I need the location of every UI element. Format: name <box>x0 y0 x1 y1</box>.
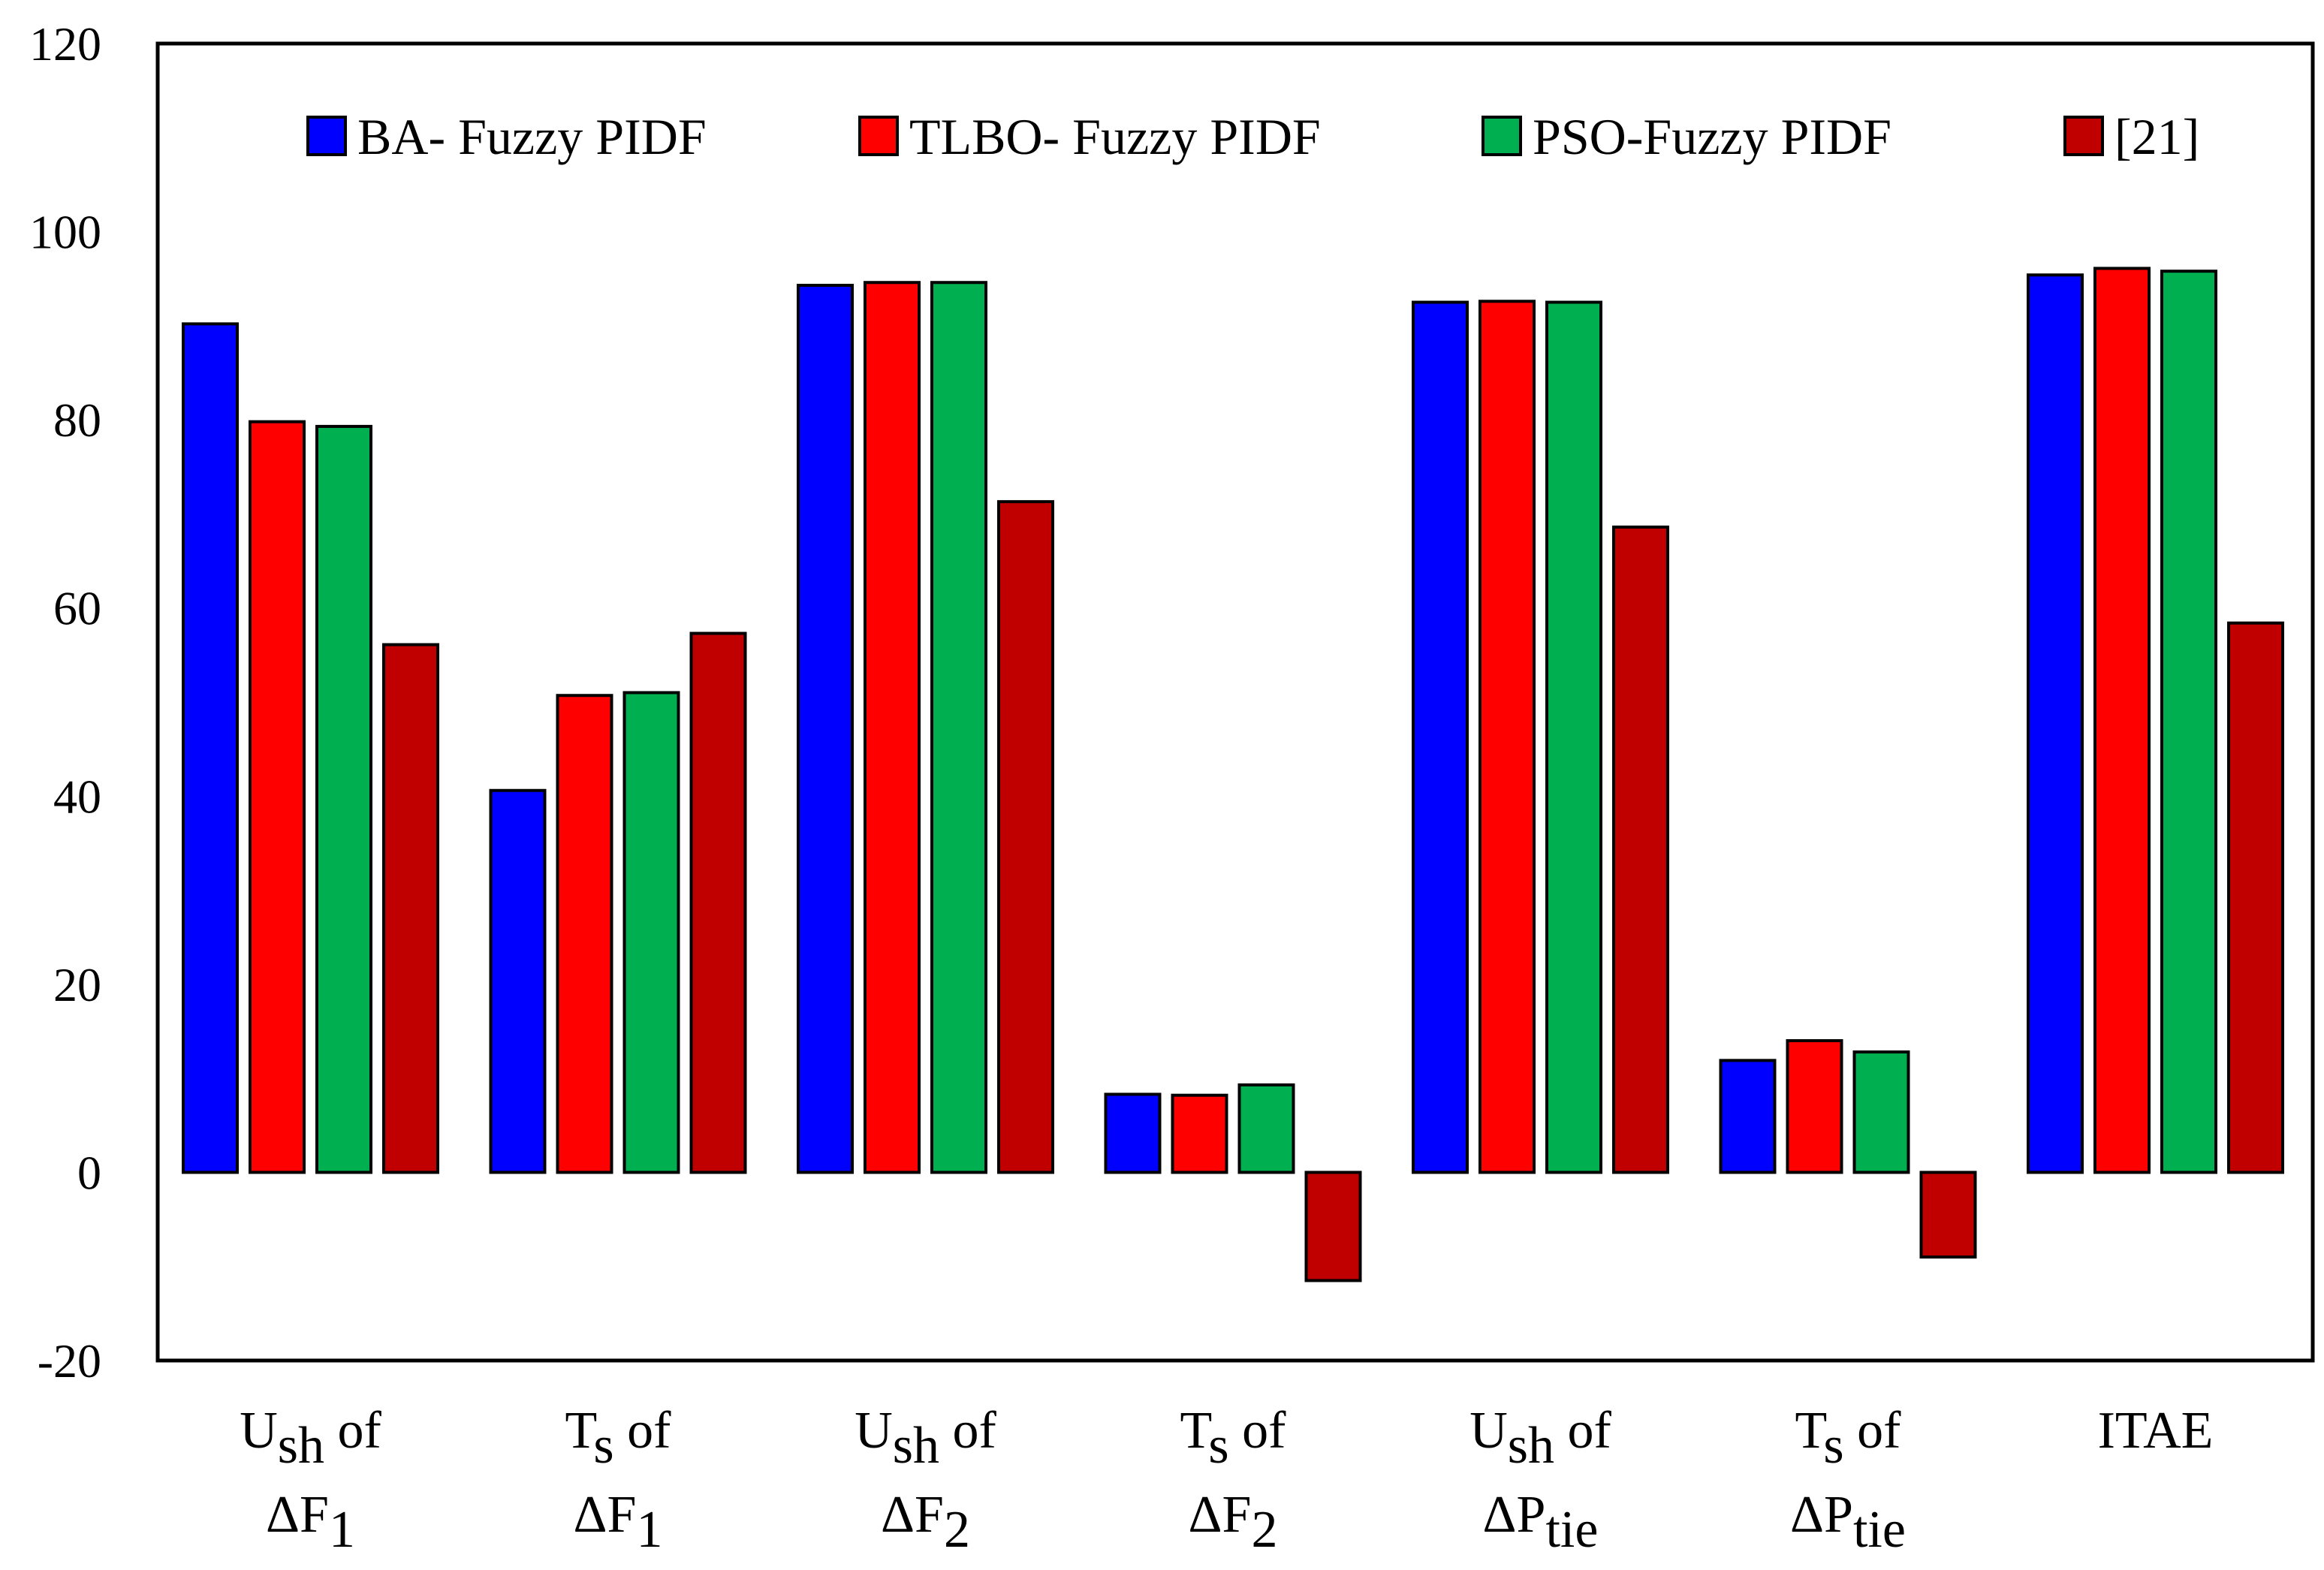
legend-swatch-series-4 <box>2063 116 2104 156</box>
bars <box>182 267 2284 1282</box>
legend: BA- Fuzzy PIDF TLBO- Fuzzy PIDF PSO-Fuzzy … <box>306 108 2199 165</box>
y-tick-label: 80 <box>53 393 101 447</box>
bar-ts-f1-series-2 <box>556 694 613 1174</box>
bar-ush-f1-series-3 <box>315 424 372 1174</box>
bar-ts-ptie-series-3 <box>1852 1050 1910 1174</box>
bar-ts-f1-series-3 <box>622 691 680 1174</box>
bar-ts-f1-series-1 <box>489 788 547 1174</box>
y-tick-label: 0 <box>77 1146 101 1199</box>
y-tick-label: -20 <box>38 1334 101 1388</box>
category-label-line: ΔF2 <box>881 1486 970 1559</box>
bar-ts-f2-series-1 <box>1104 1092 1162 1174</box>
category-label-line: Ush of <box>855 1402 996 1475</box>
category-label-line: Ush of <box>240 1402 381 1475</box>
category-label-line: ΔPtie <box>1790 1486 1906 1559</box>
legend-label-series-2: TLBO- Fuzzy PIDF <box>909 108 1321 165</box>
category-label-line: Ts of <box>1795 1402 1902 1475</box>
bar-ts-f2-series-3 <box>1237 1083 1295 1174</box>
category-labels: Ush of ΔF1 Ts of ΔF1 Ush of ΔF2 Ts of ΔF2 Ush of… <box>240 1402 2213 1559</box>
bar-ts-f2-series-4 <box>1304 1171 1362 1282</box>
bar-ts-ptie-series-4 <box>1919 1171 1977 1259</box>
bar-ush-ptie-series-2 <box>1478 300 1536 1174</box>
bar-ush-f2-series-2 <box>864 281 921 1174</box>
legend-label-series-3: PSO-Fuzzy PIDF <box>1533 108 1891 165</box>
bar-ush-ptie-series-4 <box>1612 525 1669 1174</box>
bar-itae-series-4 <box>2227 621 2284 1174</box>
y-axis-ticks: -20 0 20 40 60 80 100 120 <box>29 17 101 1388</box>
y-tick-label: 100 <box>29 206 101 259</box>
legend-label-series-1: BA- Fuzzy PIDF <box>357 108 707 165</box>
category-label-line: ΔF2 <box>1189 1486 1278 1559</box>
bar-ush-ptie-series-1 <box>1412 300 1469 1174</box>
bar-ush-f1-series-2 <box>249 420 306 1174</box>
legend-swatch-series-2 <box>858 116 899 156</box>
bar-itae-series-1 <box>2027 273 2084 1174</box>
bar-ts-ptie-series-1 <box>1719 1059 1777 1174</box>
bar-ush-f2-series-1 <box>797 283 854 1174</box>
y-tick-label: 120 <box>29 17 101 71</box>
category-label-line: ITAE <box>2098 1402 2214 1460</box>
category-label-line: Ts of <box>565 1402 672 1475</box>
category-label-line: Ush of <box>1469 1402 1611 1475</box>
bar-ush-f1-series-4 <box>382 643 439 1174</box>
bar-ts-f2-series-2 <box>1171 1093 1228 1174</box>
bar-ts-f1-series-4 <box>689 631 747 1174</box>
bar-itae-series-2 <box>2093 267 2151 1174</box>
bar-ush-f2-series-3 <box>930 281 987 1174</box>
category-label-line: Ts of <box>1180 1402 1287 1475</box>
y-tick-label: 20 <box>53 958 101 1011</box>
category-label-line: ΔF1 <box>574 1486 663 1559</box>
bar-ush-f1-series-1 <box>182 322 239 1174</box>
bar-ush-ptie-series-3 <box>1545 300 1602 1174</box>
y-tick-label: 60 <box>53 582 101 635</box>
y-tick-label: 40 <box>53 770 101 823</box>
bar-itae-series-3 <box>2160 270 2217 1174</box>
bar-ts-ptie-series-2 <box>1786 1039 1843 1174</box>
bar-ush-f2-series-4 <box>997 500 1054 1174</box>
category-label-line: ΔPtie <box>1483 1486 1599 1559</box>
category-label-line: ΔF1 <box>266 1486 355 1559</box>
legend-swatch-series-1 <box>306 116 347 156</box>
legend-swatch-series-3 <box>1482 116 1522 156</box>
plot-area-frame <box>155 41 2315 1363</box>
legend-label-series-4: [21] <box>2115 108 2199 165</box>
